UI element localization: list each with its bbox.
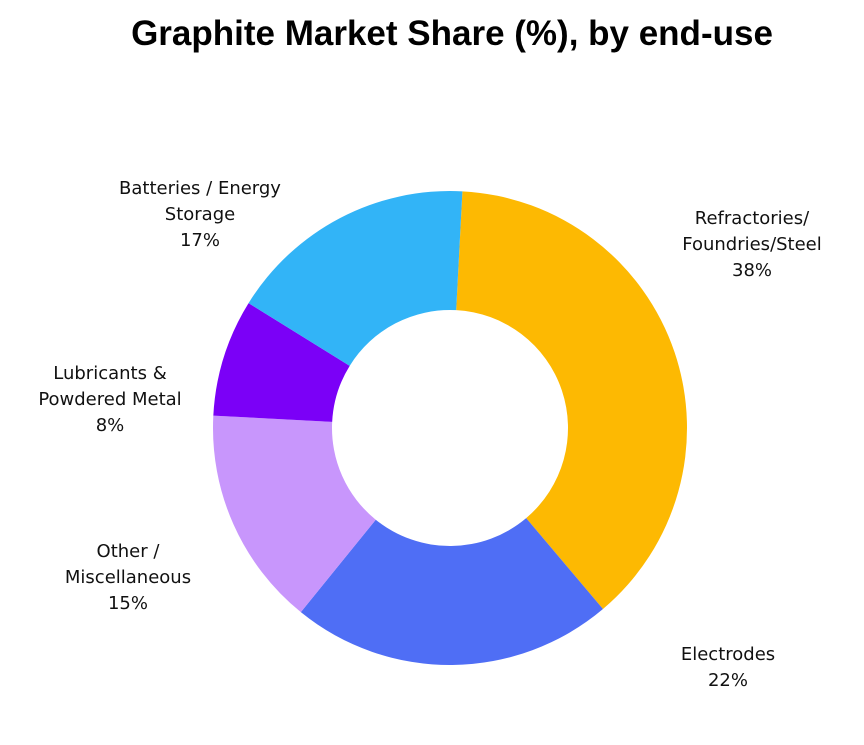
value-label: 17% <box>179 230 220 251</box>
value-label: 22% <box>707 670 748 691</box>
donut-slice <box>248 191 463 366</box>
category-label: Lubricants & Powdered Metal <box>38 363 182 410</box>
slice-label: Refractories/ Foundries/Steel 38% <box>682 206 822 284</box>
donut-slice <box>456 191 687 610</box>
chart-title: Graphite Market Share (%), by end-use <box>131 14 773 53</box>
category-label: Electrodes <box>680 644 776 665</box>
slice-label: Other / Miscellaneous 15% <box>38 539 218 617</box>
slice-label: Batteries / Energy Storage 17% <box>110 176 290 254</box>
category-label: Batteries / Energy Storage <box>119 178 281 225</box>
donut-slice <box>213 415 376 613</box>
donut-slice <box>300 518 603 665</box>
donut-slice <box>213 303 350 422</box>
slice-label: Lubricants & Powdered Metal 8% <box>20 361 200 439</box>
category-label: Other / Miscellaneous <box>64 541 192 588</box>
value-label: 15% <box>107 593 148 614</box>
value-label: 38% <box>731 260 773 281</box>
category-label: Refractories/ Foundries/Steel <box>682 208 822 255</box>
value-label: 8% <box>95 415 125 436</box>
slice-label: Electrodes 22% <box>681 642 775 694</box>
